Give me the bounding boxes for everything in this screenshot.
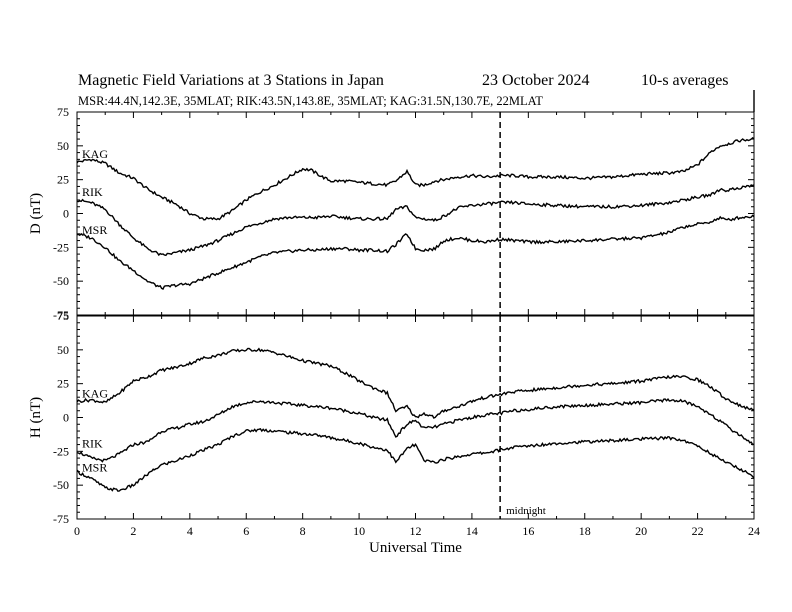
x-tick-label: 6: [243, 524, 249, 538]
series-line-kag: [76, 137, 755, 221]
x-tick-label: 2: [130, 524, 136, 538]
y-tick-label: 0: [63, 207, 69, 221]
series-label-rik: RIK: [82, 436, 103, 450]
series-line-rik: [76, 397, 755, 463]
panel-frame-H: [76, 315, 755, 520]
y-axis-label: H (nT): [28, 397, 44, 438]
chart-title: Magnetic Field Variations at 3 Stations …: [78, 72, 384, 89]
midnight-label: midnight: [506, 505, 546, 517]
y-tick-label: 75: [57, 309, 69, 323]
series-line-msr: [76, 427, 755, 492]
x-tick-label: 12: [410, 524, 422, 538]
series-line-kag: [76, 347, 755, 419]
series-label-msr: MSR: [82, 223, 107, 237]
y-tick-label: -25: [53, 444, 69, 458]
y-tick-label: -75: [53, 308, 69, 322]
x-tick-label: 18: [579, 524, 591, 538]
x-tick-label: 4: [187, 524, 193, 538]
x-axis-label: Universal Time: [369, 540, 462, 556]
series-label-kag: KAG: [82, 147, 108, 161]
series-label-kag: KAG: [82, 386, 108, 400]
y-tick-label: 25: [57, 173, 69, 187]
series-label-rik: RIK: [82, 185, 103, 199]
series-line-msr: [76, 214, 755, 290]
y-tick-label: -25: [53, 240, 69, 254]
chart-averaging: 10-s averages: [641, 72, 729, 89]
x-tick-label: 10: [353, 524, 365, 538]
y-tick-label: 25: [57, 377, 69, 391]
series-line-rik: [76, 184, 755, 257]
x-tick-label: 14: [466, 524, 478, 538]
x-tick-label: 16: [522, 524, 534, 538]
y-tick-label: 50: [57, 343, 69, 357]
y-tick-label: -50: [53, 274, 69, 288]
y-tick-label: 0: [63, 411, 69, 425]
x-tick-label: 24: [748, 524, 760, 538]
station-coordinates: MSR:44.4N,142.3E, 35MLAT; RIK:43.5N,143.…: [78, 94, 543, 108]
x-tick-label: 22: [692, 524, 704, 538]
y-tick-label: 75: [57, 105, 69, 119]
y-axis-label: D (nT): [28, 193, 44, 234]
y-tick-label: -75: [53, 512, 69, 526]
y-tick-label: 50: [57, 139, 69, 153]
chart-date: 23 October 2024: [482, 72, 590, 89]
y-tick-label: -50: [53, 478, 69, 492]
x-tick-label: 8: [300, 524, 306, 538]
x-tick-label: 0: [74, 524, 80, 538]
series-label-msr: MSR: [82, 461, 107, 475]
x-tick-label: 20: [635, 524, 647, 538]
